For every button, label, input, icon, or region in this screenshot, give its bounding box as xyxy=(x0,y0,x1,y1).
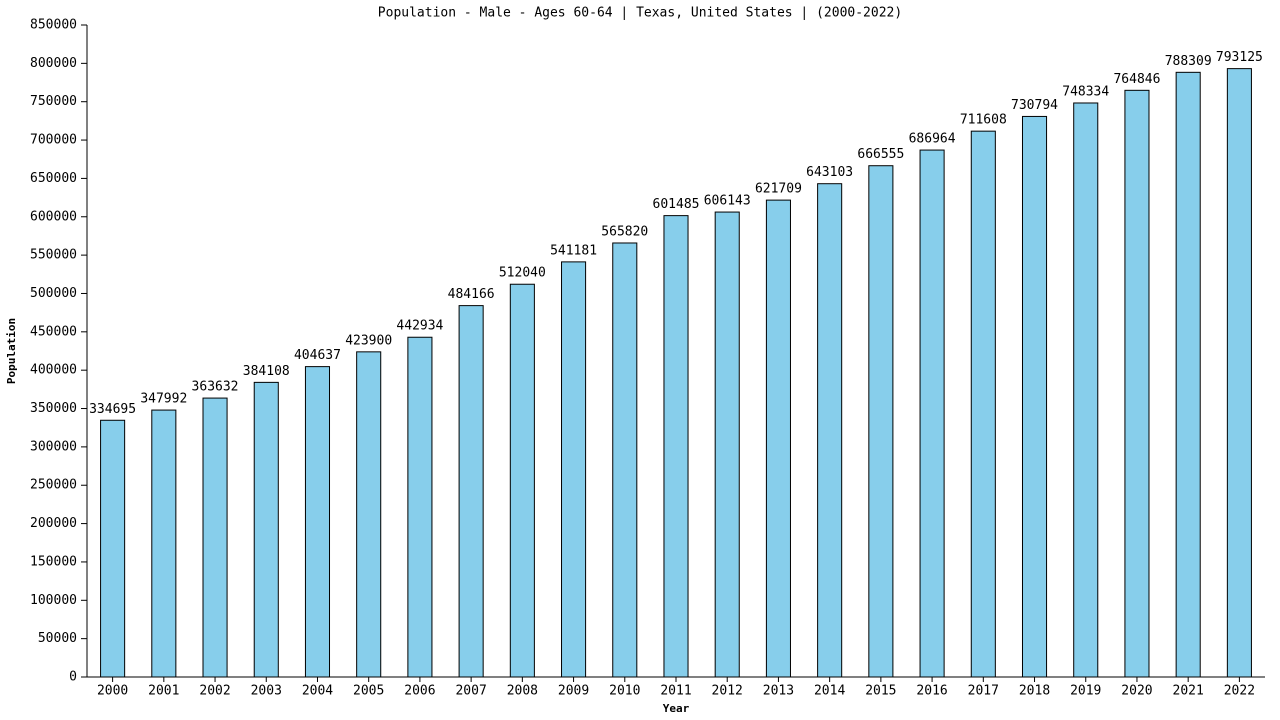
bar xyxy=(509,283,535,678)
data-label: 686964 xyxy=(909,132,956,147)
bar xyxy=(714,211,740,678)
x-tick-label: 2007 xyxy=(455,684,486,699)
bar xyxy=(919,149,945,678)
bar xyxy=(1124,89,1150,678)
y-tick-label: 500000 xyxy=(30,286,77,301)
y-tick-label: 800000 xyxy=(30,56,77,71)
data-label: 423900 xyxy=(345,333,392,348)
y-tick-label: 200000 xyxy=(30,516,77,531)
x-tick-label: 2019 xyxy=(1070,684,1101,699)
data-label: 334695 xyxy=(89,402,136,417)
x-tick-label: 2002 xyxy=(199,684,230,699)
data-label: 384108 xyxy=(243,364,290,379)
bar xyxy=(304,366,331,678)
data-label: 347992 xyxy=(140,392,187,407)
x-tick-label: 2000 xyxy=(97,684,128,699)
x-tick-label: 2017 xyxy=(968,684,999,699)
x-tick-label: 2012 xyxy=(712,684,743,699)
x-tick-label: 2020 xyxy=(1121,684,1152,699)
data-label: 512040 xyxy=(499,266,546,281)
x-tick-label: 2014 xyxy=(814,684,845,699)
y-tick-label: 400000 xyxy=(30,363,77,378)
x-tick-label: 2018 xyxy=(1019,684,1050,699)
bar xyxy=(612,242,638,678)
y-tick-label: 100000 xyxy=(30,593,77,608)
x-tick-label: 2004 xyxy=(302,684,333,699)
y-tick-label: 300000 xyxy=(30,439,77,454)
x-tick-label: 2001 xyxy=(148,684,179,699)
y-tick-label: 850000 xyxy=(30,18,77,33)
bar xyxy=(407,336,433,678)
bar xyxy=(253,381,279,678)
y-tick-label: 700000 xyxy=(30,133,77,148)
y-axis-label: Population xyxy=(5,318,18,384)
data-label: 442934 xyxy=(396,319,443,334)
x-tick-label: 2005 xyxy=(353,684,384,699)
y-tick-label: 750000 xyxy=(30,94,77,109)
bar xyxy=(817,183,843,678)
bar xyxy=(1073,102,1099,678)
x-axis-label: Year xyxy=(663,702,690,715)
data-label: 748334 xyxy=(1062,84,1109,99)
x-tick-label: 2009 xyxy=(558,684,589,699)
y-tick-label: 350000 xyxy=(30,401,77,416)
data-label: 484166 xyxy=(448,287,495,302)
chart-title: Population - Male - Ages 60-64 | Texas, … xyxy=(378,6,902,21)
data-label: 621709 xyxy=(755,182,802,197)
x-tick-label: 2013 xyxy=(763,684,794,699)
data-label: 643103 xyxy=(806,165,853,180)
data-label: 541181 xyxy=(550,243,597,258)
y-tick-label: 450000 xyxy=(30,324,77,339)
bar xyxy=(356,351,382,678)
y-tick-label: 150000 xyxy=(30,554,77,569)
x-tick-label: 2022 xyxy=(1224,684,1255,699)
data-label: 730794 xyxy=(1011,98,1058,113)
x-tick-label: 2003 xyxy=(251,684,282,699)
y-tick-label: 650000 xyxy=(30,171,77,186)
data-label: 363632 xyxy=(192,380,239,395)
bar xyxy=(458,305,484,678)
data-label: 601485 xyxy=(653,197,700,212)
x-tick-label: 2021 xyxy=(1173,684,1204,699)
bar xyxy=(970,130,996,678)
x-tick-label: 2015 xyxy=(865,684,896,699)
bar xyxy=(100,419,126,678)
x-tick-label: 2011 xyxy=(660,684,691,699)
data-label: 793125 xyxy=(1216,50,1263,65)
bar xyxy=(1226,68,1252,678)
data-label: 565820 xyxy=(601,224,648,239)
data-label: 788309 xyxy=(1165,54,1212,69)
bar xyxy=(1021,115,1048,678)
bar xyxy=(868,165,894,678)
bar xyxy=(663,215,689,678)
data-label: 711608 xyxy=(960,113,1007,128)
bar xyxy=(1175,71,1201,678)
data-label: 666555 xyxy=(857,147,904,162)
data-label: 404637 xyxy=(294,348,341,363)
bar xyxy=(561,261,587,678)
x-tick-label: 2008 xyxy=(507,684,538,699)
x-tick-label: 2006 xyxy=(404,684,435,699)
y-tick-label: 550000 xyxy=(30,248,77,263)
data-label: 764846 xyxy=(1113,72,1160,87)
x-tick-label: 2010 xyxy=(609,684,640,699)
y-tick-label: 250000 xyxy=(30,478,77,493)
data-label: 606143 xyxy=(704,194,751,209)
x-tick-label: 2016 xyxy=(916,684,947,699)
bar xyxy=(765,199,791,678)
y-tick-label: 0 xyxy=(69,670,77,685)
bar xyxy=(151,409,177,678)
y-tick-label: 50000 xyxy=(38,631,77,646)
y-tick-label: 600000 xyxy=(30,209,77,224)
bar xyxy=(202,397,228,678)
